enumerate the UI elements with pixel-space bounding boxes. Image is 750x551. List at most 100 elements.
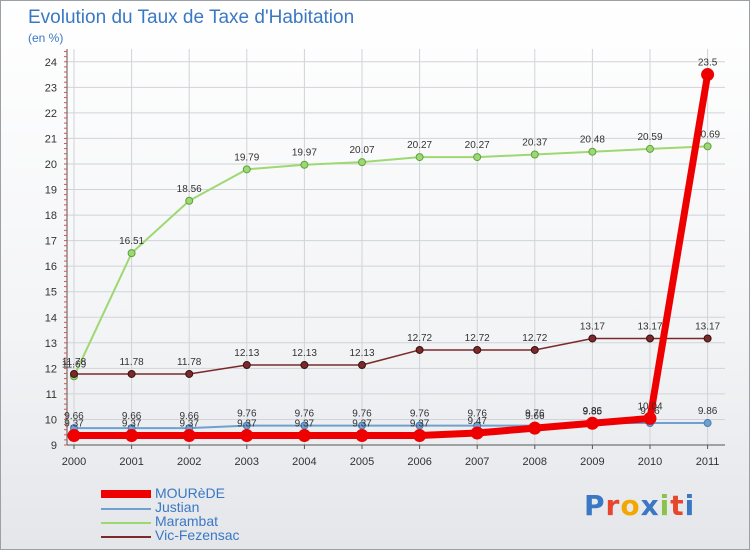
- data-label-marambat-2007: 20.27: [465, 140, 490, 151]
- y-tick-label-13: 13: [45, 338, 57, 350]
- data-point-mour-de-2006: [413, 429, 427, 443]
- series-line-vic-fezensac: [74, 337, 708, 375]
- logo-letter: i: [659, 489, 671, 522]
- y-tick-label-19: 19: [45, 185, 57, 197]
- x-tick-label-2007: 2007: [465, 456, 489, 468]
- data-label-mour-de-2006: 9.37: [410, 419, 430, 430]
- data-label-mour-de-2003: 9.37: [237, 419, 257, 430]
- data-point-marambat-2006: [415, 153, 424, 162]
- x-tick-label-2002: 2002: [177, 456, 201, 468]
- data-label-mour-de-2005: 9.37: [352, 419, 372, 430]
- data-label-justian-2003: 9.76: [237, 409, 257, 420]
- data-point-marambat-2008: [530, 150, 539, 159]
- x-tick-label-2005: 2005: [350, 456, 374, 468]
- proxiti-logo: Proxiti: [584, 489, 695, 522]
- x-tick-label-2006: 2006: [407, 456, 431, 468]
- data-label-justian-2004: 9.76: [295, 409, 315, 420]
- data-label-vic-fezensac-2004: 12.13: [292, 348, 317, 359]
- x-tick-label-2004: 2004: [292, 456, 316, 468]
- y-tick-label-24: 24: [45, 57, 57, 69]
- data-label-justian-2008: 9.76: [525, 409, 545, 420]
- data-point-marambat-2010: [646, 144, 654, 153]
- data-label-mour-de-2004: 9.37: [295, 419, 315, 430]
- data-point-vic-fezensac-2000: [70, 369, 78, 378]
- data-label-vic-fezensac-2002: 11.78: [177, 357, 202, 368]
- data-label-marambat-2004: 19.97: [292, 148, 317, 159]
- data-point-marambat-2001: [127, 249, 136, 258]
- data-label-justian-2001: 9.66: [122, 411, 142, 422]
- data-label-justian-2002: 9.66: [179, 411, 199, 422]
- chart-title: Evolution du Taux de Taxe d'Habitation: [28, 7, 355, 28]
- data-label-vic-fezensac-2001: 11.78: [119, 357, 144, 368]
- data-label-marambat-2011: 20.69: [695, 129, 720, 140]
- logo-letter: i: [684, 489, 696, 522]
- y-tick-label-9: 9: [51, 440, 57, 452]
- data-label-vic-fezensac-2011: 13.17: [695, 321, 720, 332]
- data-label-marambat-2006: 20.27: [407, 140, 432, 151]
- data-label-marambat-2008: 20.37: [522, 138, 547, 149]
- data-label-vic-fezensac-2000: 11.78: [62, 357, 87, 368]
- logo-letter: x: [640, 489, 660, 522]
- data-label-marambat-2009: 20.48: [580, 135, 605, 146]
- y-tick-label-17: 17: [45, 236, 57, 248]
- data-point-marambat-2011: [703, 142, 712, 151]
- legend-swatch-mourede: [101, 490, 151, 498]
- legend-label-marambat: Marambat: [155, 513, 219, 529]
- data-point-mour-de-2000: [67, 429, 81, 443]
- data-point-vic-fezensac-2002: [185, 369, 194, 378]
- data-point-justian-2011: [703, 419, 712, 428]
- data-label-justian-2009: 9.86: [583, 406, 603, 417]
- logo-letter: t: [670, 489, 685, 522]
- y-tick-label-20: 20: [45, 159, 57, 171]
- y-tick-label-12: 12: [45, 363, 57, 375]
- data-label-justian-2006: 9.76: [410, 409, 430, 420]
- data-label-mour-de-2008: 9.66: [525, 411, 545, 422]
- x-tick-label-2010: 2010: [638, 456, 662, 468]
- series-line-marambat: [73, 145, 708, 377]
- data-label-mour-de-2007: 9.47: [467, 416, 487, 427]
- data-point-vic-fezensac-2001: [127, 369, 136, 378]
- x-tick-label-2009: 2009: [580, 456, 604, 468]
- legend-swatch-marambat: [101, 522, 151, 524]
- logo-letter: r: [605, 489, 621, 522]
- data-label-mour-de-2002: 9.37: [179, 419, 199, 430]
- series-line-mour-de: [74, 73, 712, 440]
- data-point-vic-fezensac-2007: [473, 345, 482, 354]
- x-tick-label-2000: 2000: [62, 456, 86, 468]
- legend-swatch-vic-fezensac: [101, 536, 151, 538]
- data-point-vic-fezensac-2006: [415, 345, 424, 354]
- data-label-justian-2005: 9.76: [352, 409, 372, 420]
- data-point-vic-fezensac-2010: [646, 334, 654, 343]
- data-point-marambat-2004: [300, 160, 309, 169]
- y-tick-label-18: 18: [45, 210, 57, 222]
- x-tick-label-2001: 2001: [119, 456, 143, 468]
- data-point-marambat-2002: [185, 196, 194, 205]
- data-point-vic-fezensac-2004: [300, 361, 309, 370]
- data-label-mour-de-2001: 9.37: [122, 419, 142, 430]
- data-label-mour-de-2011: 23.5: [698, 58, 718, 69]
- y-tick-label-14: 14: [45, 312, 57, 324]
- data-point-mour-de-2009: [585, 416, 599, 430]
- x-tick-label-2008: 2008: [523, 456, 547, 468]
- data-label-vic-fezensac-2007: 12.72: [465, 333, 490, 344]
- data-label-vic-fezensac-2005: 12.13: [349, 348, 374, 359]
- data-point-marambat-2003: [242, 165, 251, 174]
- data-label-marambat-2003: 19.79: [234, 152, 259, 163]
- data-point-vic-fezensac-2008: [530, 345, 539, 354]
- data-label-vic-fezensac-2010: 13.17: [637, 321, 662, 332]
- data-label-mour-de-2000: 9.37: [64, 419, 84, 430]
- data-label-vic-fezensac-2008: 12.72: [522, 333, 547, 344]
- data-point-marambat-2009: [588, 147, 597, 156]
- data-point-mour-de-2005: [355, 429, 369, 443]
- data-point-mour-de-2007: [470, 426, 484, 440]
- data-point-vic-fezensac-2011: [703, 334, 712, 343]
- y-tick-label-22: 22: [45, 108, 57, 120]
- logo-letter: o: [620, 489, 641, 522]
- y-tick-label-15: 15: [45, 287, 57, 299]
- x-tick-label-2003: 2003: [235, 456, 259, 468]
- legend-label-mourede: MOURèDE: [155, 485, 226, 501]
- data-point-mour-de-2011: [701, 68, 715, 82]
- data-label-vic-fezensac-2003: 12.13: [234, 348, 259, 359]
